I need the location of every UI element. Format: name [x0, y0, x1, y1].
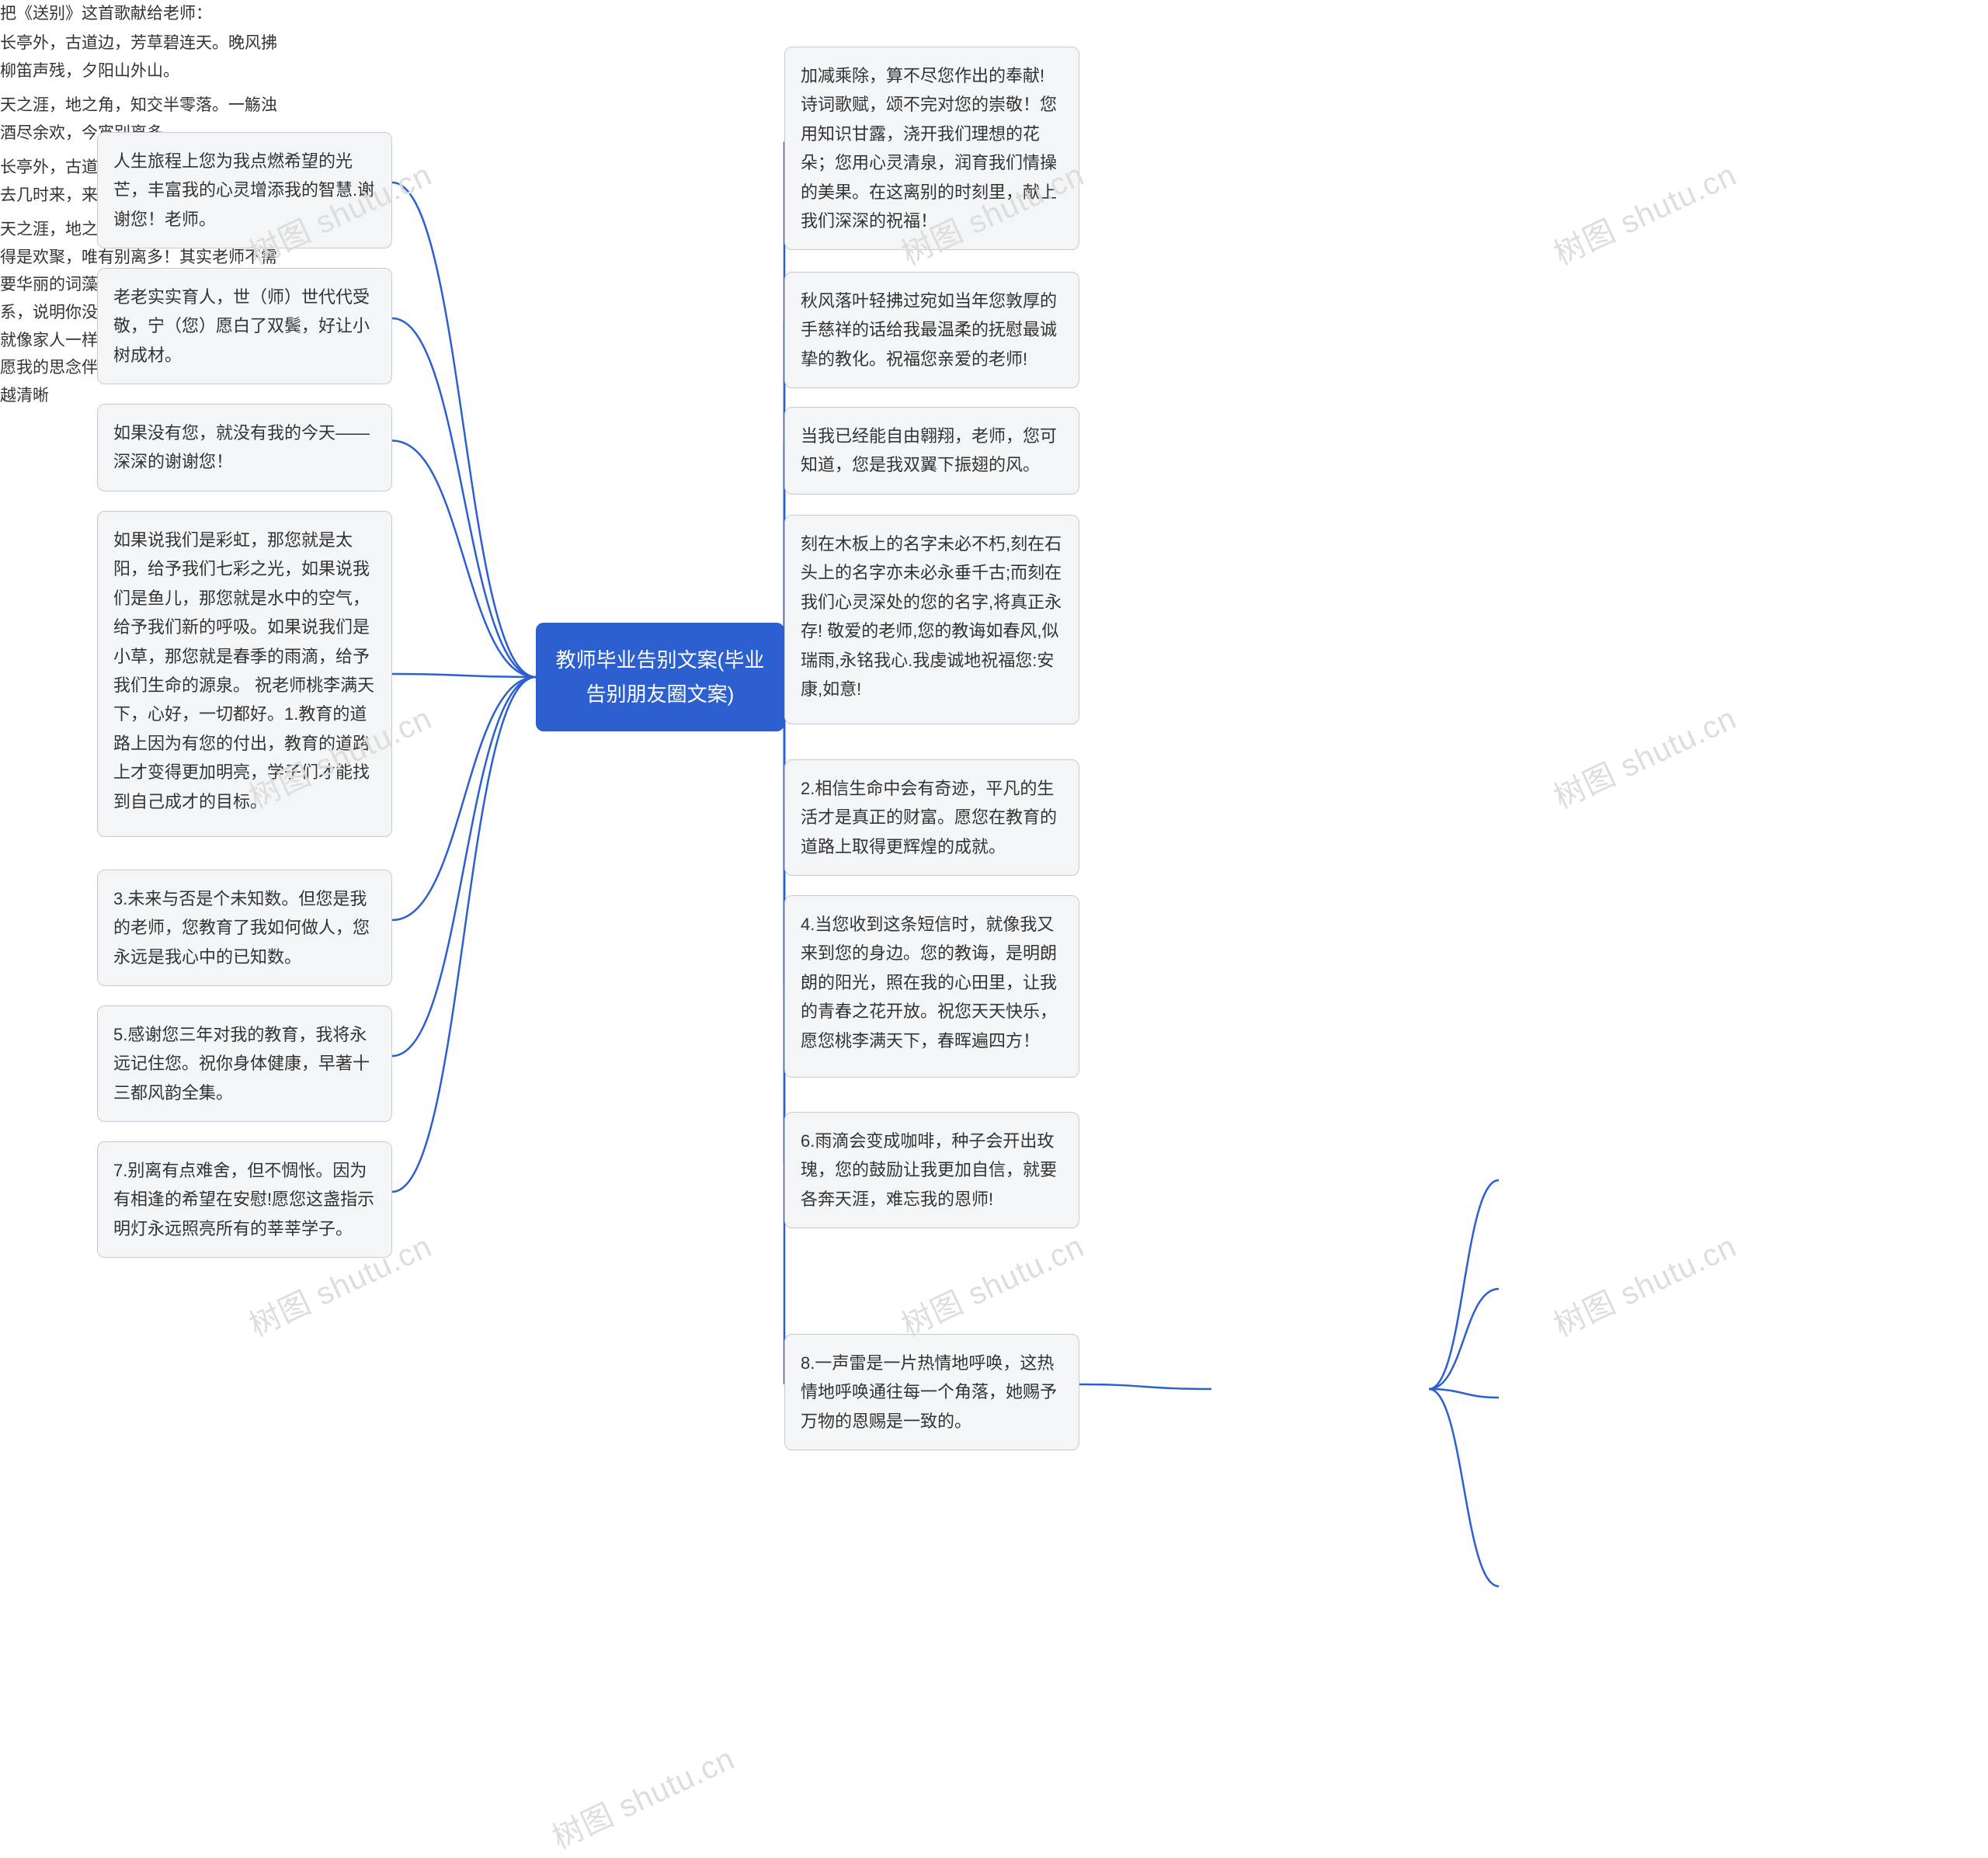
node-text: 3.未来与否是个未知数。但您是我的老师，您教育了我如何做人，您永远是我心中的已知…	[113, 889, 370, 967]
mindmap-left-node: 7.别离有点难舍，但不惆怅。因为有相逢的希望在安慰!愿您这盏指示明灯永远照亮所有…	[97, 1141, 392, 1258]
watermark: 树图 shutu.cn	[1545, 1221, 1743, 1346]
node-text: 刻在木板上的名字未必不朽,刻在石头上的名字亦未必永垂千古;而刻在我们心灵深处的您…	[801, 534, 1062, 699]
mindmap-sub-node: 长亭外，古道边，芳草碧连天。晚风拂柳笛声残，夕阳山外山。	[0, 30, 287, 92]
node-text: 秋风落叶轻拂过宛如当年您敦厚的手慈祥的话给我最温柔的抚慰最诚挚的教化。祝福您亲爱…	[801, 291, 1057, 369]
mindmap-right-node: 8.一声雷是一片热情地呼唤，这热情地呼唤通往每一个角落，她赐予万物的恩赐是一致的…	[784, 1334, 1079, 1450]
mindmap-right-node: 6.雨滴会变成咖啡，种子会开出玫瑰，您的鼓励让我更加自信，就要各奔天涯，难忘我的…	[784, 1112, 1079, 1228]
node-text: 长亭外，古道边，芳草碧连天。晚风拂柳笛声残，夕阳山外山。	[0, 34, 277, 80]
mindmap-center-node: 教师毕业告别文案(毕业告别朋友圈文案)	[536, 623, 784, 731]
sub-parent-text: 把《送别》这首歌献给老师：	[0, 5, 212, 23]
mindmap-left-node: 老老实实育人，世（师）世代代受敬，宁（您）愿白了双鬓，好让小树成材。	[97, 268, 392, 384]
watermark: 树图 shutu.cn	[1545, 693, 1743, 818]
node-text: 老老实实育人，世（师）世代代受敬，宁（您）愿白了双鬓，好让小树成材。	[113, 287, 370, 365]
center-label: 教师毕业告别文案(毕业告别朋友圈文案)	[556, 648, 765, 706]
mindmap-left-node: 3.未来与否是个未知数。但您是我的老师，您教育了我如何做人，您永远是我心中的已知…	[97, 870, 392, 986]
watermark: 树图 shutu.cn	[893, 1221, 1090, 1346]
node-text: 当我已经能自由翱翔，老师，您可知道，您是我双翼下振翅的风。	[801, 426, 1057, 474]
mindmap-right-node: 4.当您收到这条短信时，就像我又来到您的身边。您的教诲，是明朗朗的阳光，照在我的…	[784, 895, 1079, 1078]
mindmap-right-node: 2.相信生命中会有奇迹，平凡的生活才是真正的财富。愿您在教育的道路上取得更辉煌的…	[784, 759, 1079, 876]
node-text: 6.雨滴会变成咖啡，种子会开出玫瑰，您的鼓励让我更加自信，就要各奔天涯，难忘我的…	[801, 1131, 1057, 1209]
watermark: 树图 shutu.cn	[1545, 150, 1743, 274]
mindmap-right-node: 当我已经能自由翱翔，老师，您可知道，您是我双翼下振翅的风。	[784, 407, 1079, 495]
mindmap-left-node: 如果说我们是彩虹，那您就是太阳，给予我们七彩之光，如果说我们是鱼儿，那您就是水中…	[97, 511, 392, 837]
node-text: 4.当您收到这条短信时，就像我又来到您的身边。您的教诲，是明朗朗的阳光，照在我的…	[801, 915, 1057, 1051]
mindmap-right-node: 加减乘除，算不尽您作出的奉献! 诗词歌赋，颂不完对您的崇敬！您用知识甘露，浇开我…	[784, 47, 1079, 250]
mindmap-left-node: 5.感谢您三年对我的教育，我将永远记住您。祝你身体健康，早著十三都风韵全集。	[97, 1005, 392, 1122]
node-text: 8.一声雷是一片热情地呼唤，这热情地呼唤通往每一个角落，她赐予万物的恩赐是一致的…	[801, 1353, 1057, 1431]
mindmap-right-node: 刻在木板上的名字未必不朽,刻在石头上的名字亦未必永垂千古;而刻在我们心灵深处的您…	[784, 515, 1079, 724]
node-text: 7.别离有点难舍，但不惆怅。因为有相逢的希望在安慰!愿您这盏指示明灯永远照亮所有…	[113, 1161, 374, 1238]
node-text: 人生旅程上您为我点燃希望的光芒，丰富我的心灵增添我的智慧.谢谢您！老师。	[113, 151, 374, 229]
mindmap-sub-parent: 把《送别》这首歌献给老师：	[0, 0, 217, 30]
node-text: 加减乘除，算不尽您作出的奉献! 诗词歌赋，颂不完对您的崇敬！您用知识甘露，浇开我…	[801, 66, 1057, 231]
node-text: 2.相信生命中会有奇迹，平凡的生活才是真正的财富。愿您在教育的道路上取得更辉煌的…	[801, 779, 1057, 856]
node-text: 5.感谢您三年对我的教育，我将永远记住您。祝你身体健康，早著十三都风韵全集。	[113, 1025, 370, 1103]
mindmap-left-node: 如果没有您，就没有我的今天——深深的谢谢您！	[97, 404, 392, 491]
mindmap-left-node: 人生旅程上您为我点燃希望的光芒，丰富我的心灵增添我的智慧.谢谢您！老师。	[97, 132, 392, 248]
node-text: 如果没有您，就没有我的今天——深深的谢谢您！	[113, 423, 370, 471]
mindmap-right-node: 秋风落叶轻拂过宛如当年您敦厚的手慈祥的话给我最温柔的抚慰最诚挚的教化。祝福您亲爱…	[784, 272, 1079, 388]
node-text: 如果说我们是彩虹，那您就是太阳，给予我们七彩之光，如果说我们是鱼儿，那您就是水中…	[113, 530, 374, 811]
watermark: 树图 shutu.cn	[544, 1734, 741, 1858]
